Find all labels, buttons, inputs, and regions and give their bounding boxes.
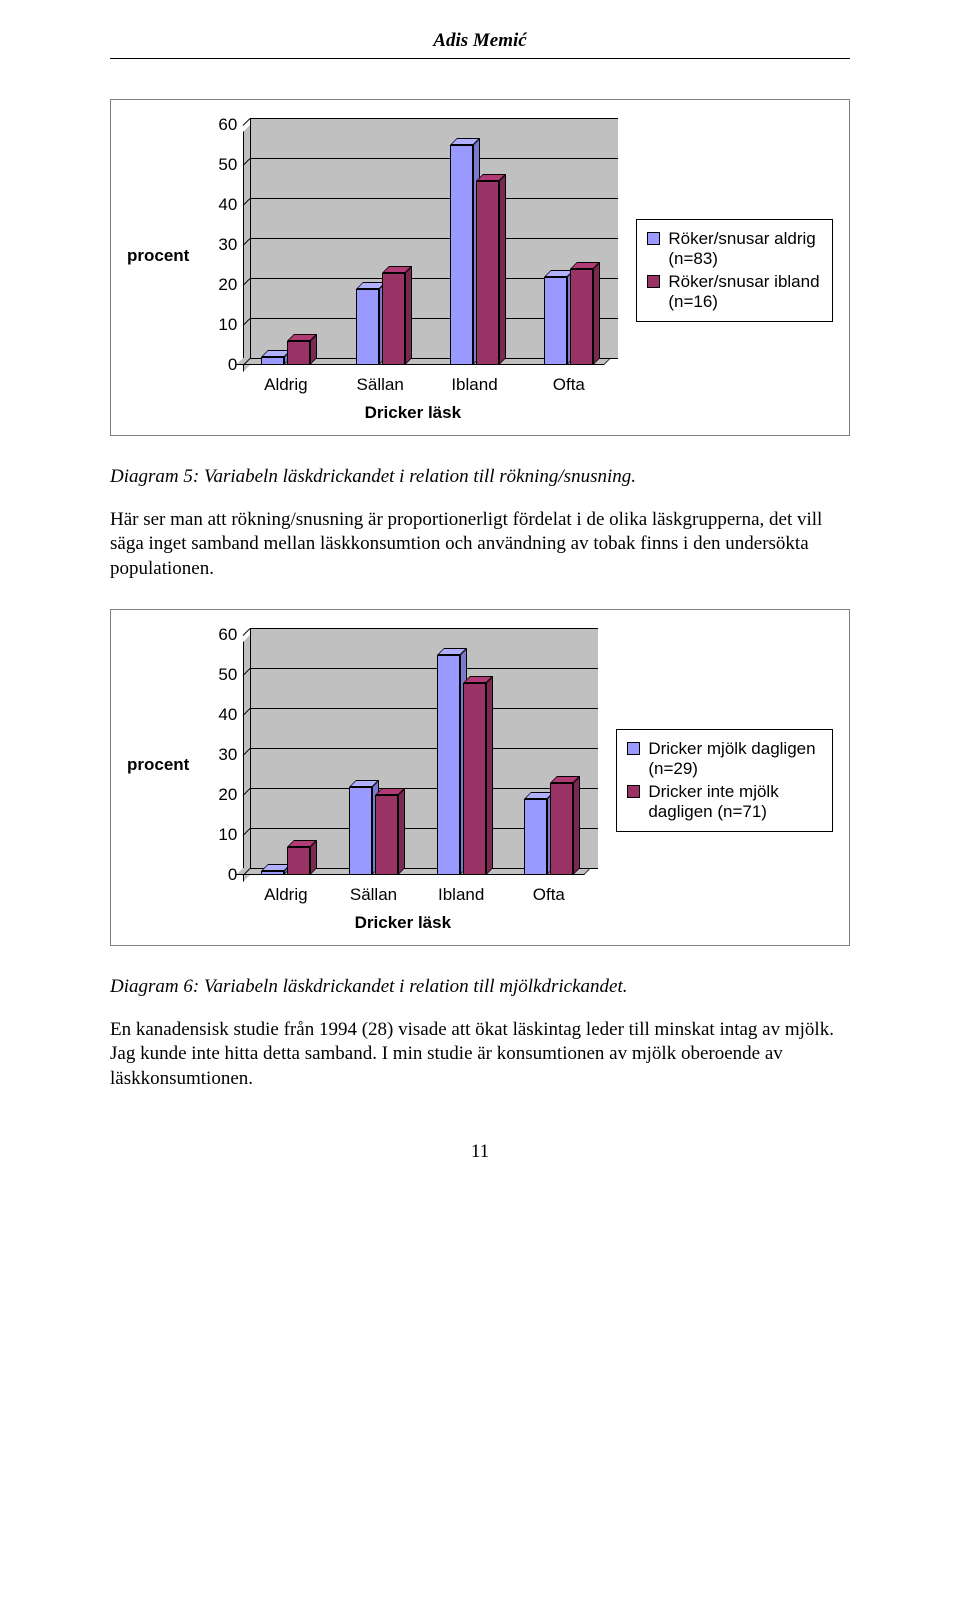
header-rule: [110, 58, 850, 59]
chart-2-legend: Dricker mjölk dagligen (n=29)Dricker int…: [616, 729, 833, 832]
bar: [524, 799, 547, 875]
bar: [544, 277, 567, 365]
paragraph-2: En kanadensisk studie från 1994 (28) vis…: [110, 1018, 850, 1091]
chart-1-ylabel: procent: [127, 246, 189, 266]
bar: [437, 655, 460, 875]
bar: [261, 357, 284, 365]
bar: [349, 787, 372, 875]
bar: [463, 683, 486, 875]
bar: [356, 289, 379, 365]
chart-2-plot: 0102030405060: [203, 628, 602, 879]
paragraph-1: Här ser man att rökning/snusning är prop…: [110, 508, 850, 581]
bar: [550, 783, 573, 875]
bar: [476, 181, 499, 365]
bar: [382, 273, 405, 365]
diagram-6-caption: Diagram 6: Variabeln läskdrickandet i re…: [110, 976, 850, 998]
bar: [261, 871, 284, 875]
chart-1-plot: 0102030405060: [203, 118, 622, 369]
bar: [375, 795, 398, 875]
page-number: 11: [110, 1141, 850, 1163]
diagram-5-caption: Diagram 5: Variabeln läskdrickandet i re…: [110, 466, 850, 488]
bar: [287, 847, 310, 875]
bar: [450, 145, 473, 365]
chart-1-xtitle: Dricker läsk: [203, 403, 622, 423]
chart-2-ylabel: procent: [127, 755, 189, 775]
chart-1-frame: procent 0102030405060 AldrigSällanIbland…: [110, 99, 850, 436]
chart-2-xlabels: AldrigSällanIblandOfta: [243, 885, 591, 905]
chart-1-legend: Röker/snusar aldrig (n=83)Röker/snusar i…: [636, 219, 833, 322]
chart-2-xtitle: Dricker läsk: [203, 913, 602, 933]
chart-1-xlabels: AldrigSällanIblandOfta: [243, 375, 611, 395]
author-header: Adis Memić: [110, 30, 850, 52]
bar: [570, 269, 593, 365]
bar: [287, 341, 310, 365]
chart-2-frame: procent 0102030405060 AldrigSällanIbland…: [110, 609, 850, 946]
